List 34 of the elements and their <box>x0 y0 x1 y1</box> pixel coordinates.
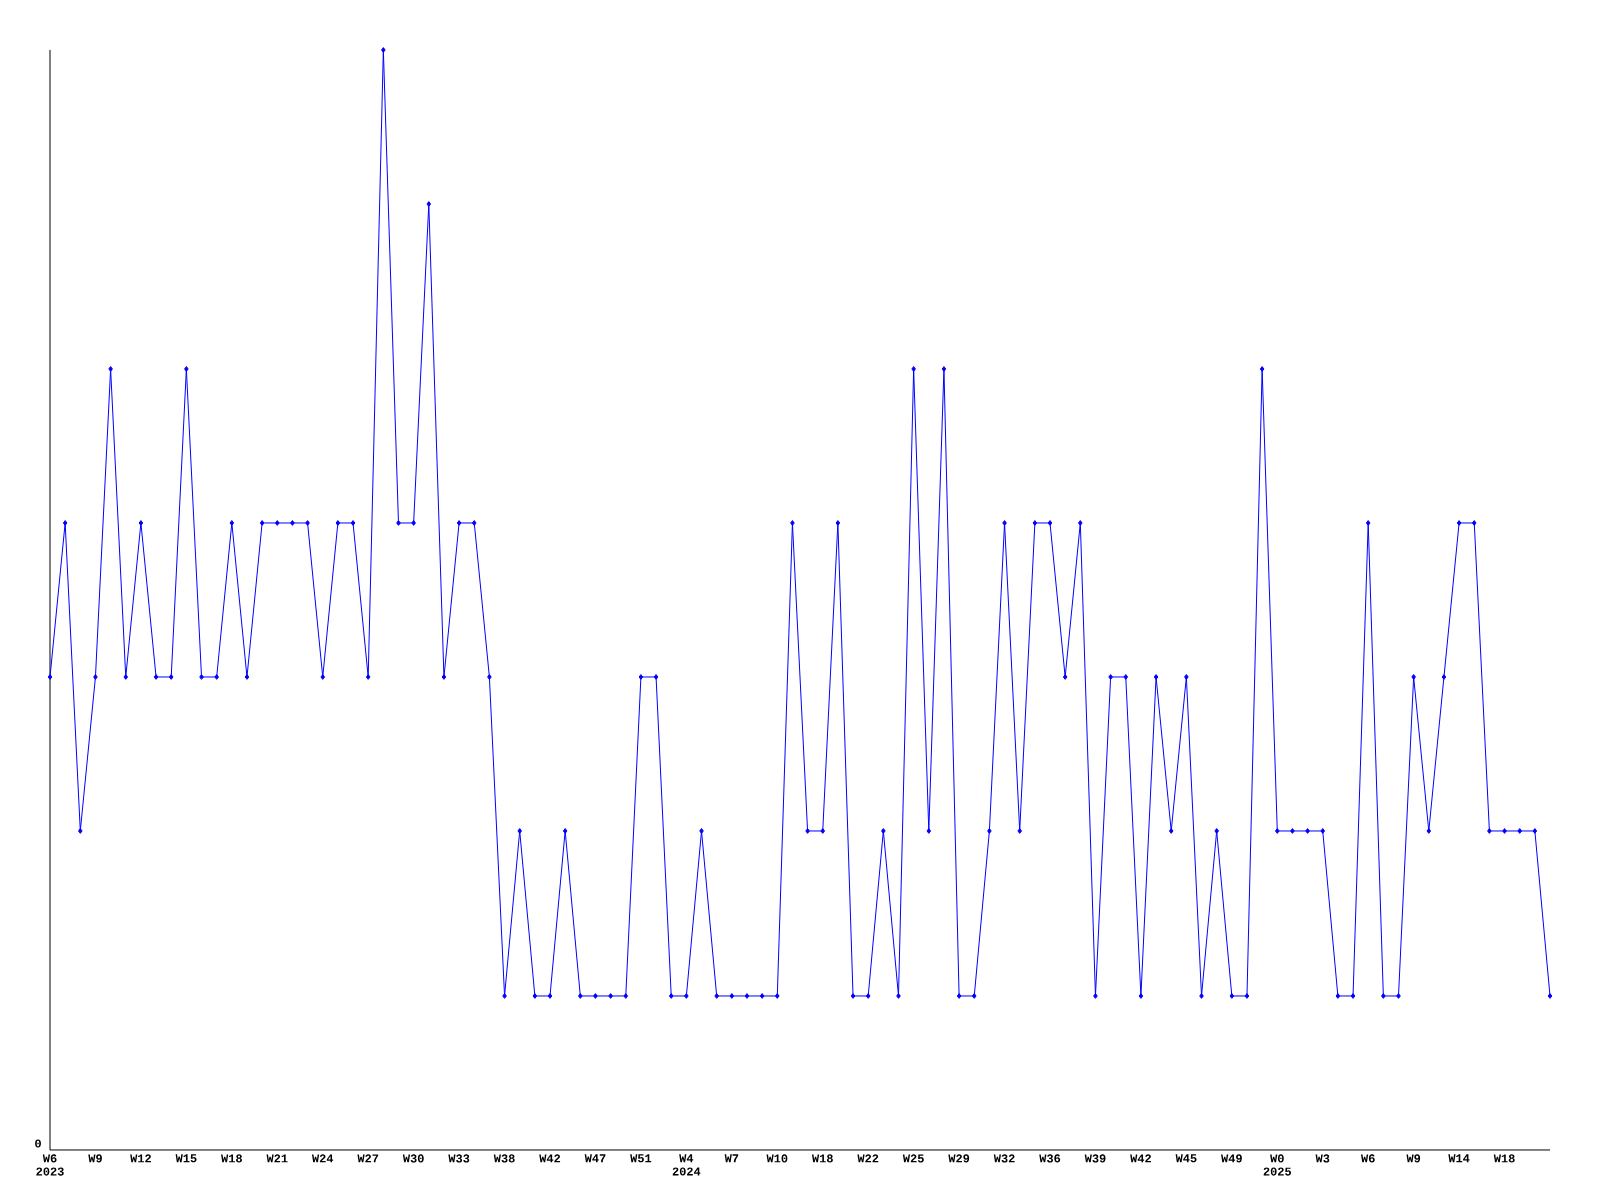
x-tick-label: W32 <box>993 1154 1015 1163</box>
x-tick-label: W42 <box>1130 1154 1151 1163</box>
text: 0 <box>35 1139 41 1148</box>
x-tick-label: W29 <box>948 1154 970 1163</box>
x-tick-label: W18 <box>1493 1154 1515 1163</box>
x-tick-label: W49 <box>1221 1154 1242 1163</box>
x-tick-label: W47 <box>584 1154 606 1163</box>
x-tick-label: W24 <box>311 1154 334 1163</box>
x-tick-label: W18 <box>221 1154 242 1163</box>
x-tick-label: W12 <box>130 1154 151 1163</box>
x-tick-label: W36 <box>1039 1154 1061 1163</box>
x-tick-label: W22 <box>857 1154 879 1163</box>
x-tick-label: W9 <box>88 1154 102 1163</box>
x-tick-label: W6 <box>1361 1154 1375 1163</box>
x-tick-label: W51 <box>630 1154 652 1163</box>
x-tick-label: W3 <box>1315 1154 1330 1163</box>
x-tick-label: W10 <box>766 1154 788 1163</box>
x-tick-label: W27 <box>357 1154 379 1163</box>
x-tick-label: W25 <box>902 1154 924 1163</box>
x-tick-label: W9 <box>1406 1154 1421 1163</box>
x-tick-label: W14 <box>1448 1154 1470 1163</box>
x-tick-label: W33 <box>448 1154 470 1163</box>
x-tick-label: W42 <box>539 1154 561 1163</box>
x-tick-label: W30 <box>402 1154 424 1163</box>
x-tick-label: W21 <box>266 1154 288 1163</box>
x-tick-label: W45 <box>1175 1154 1197 1163</box>
x-tick-label: W4 2024 <box>672 1154 701 1176</box>
x-tick-label: W15 <box>175 1154 197 1163</box>
x-tick-label: W7 <box>724 1154 739 1163</box>
x-tick-label: W39 <box>1084 1154 1106 1163</box>
x-tick-label: W18 <box>811 1154 833 1163</box>
x-tick-label: W38 <box>493 1154 515 1163</box>
x-tick-label: W6 2023 <box>36 1154 64 1176</box>
x-tick-label: W0 2025 <box>1263 1154 1292 1176</box>
